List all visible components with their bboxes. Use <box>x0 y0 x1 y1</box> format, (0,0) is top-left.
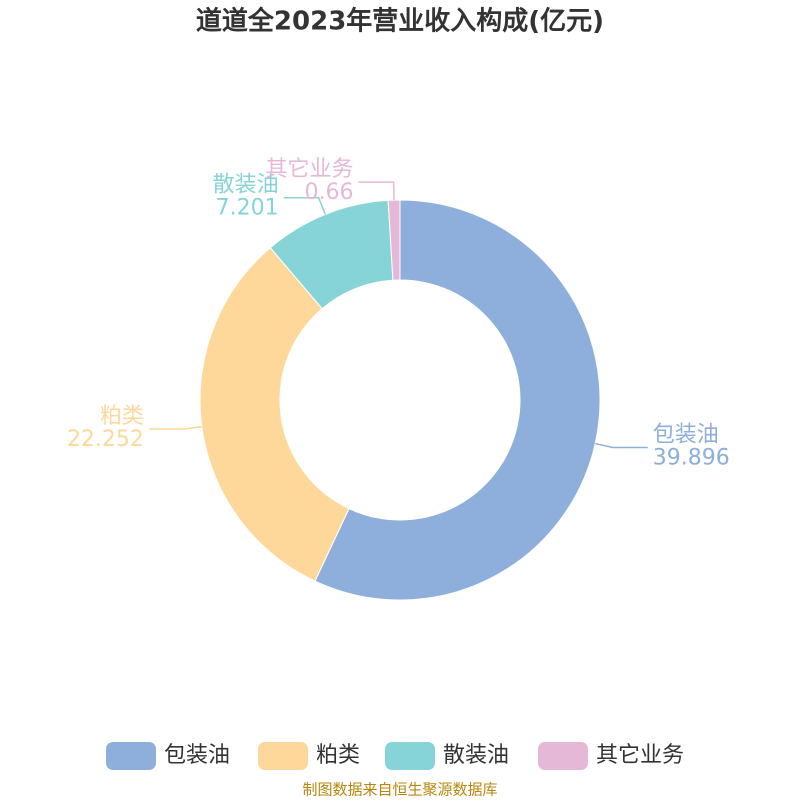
value-label: 22.252 <box>67 427 144 452</box>
leader-line <box>283 196 327 215</box>
leader-line <box>358 181 395 201</box>
leader-line <box>148 425 202 430</box>
legend-swatch <box>538 742 588 770</box>
legend-swatch <box>258 742 308 770</box>
leader-line <box>595 442 648 449</box>
legend-swatch <box>385 742 435 770</box>
value-label: 39.896 <box>653 445 730 470</box>
value-label: 0.66 <box>305 180 354 205</box>
slice <box>314 199 601 601</box>
slice-label: 散装油 <box>213 173 279 198</box>
source: 制图数据来自恒生聚源数据库 <box>302 781 497 799</box>
legend-label: 包装油 <box>164 743 230 768</box>
legend-label: 其它业务 <box>596 743 684 768</box>
chart-title: 道道全2023年营业收入构成(亿元) <box>196 6 604 37</box>
value-label: 7.201 <box>216 196 279 221</box>
legend-label: 粕类 <box>316 743 360 768</box>
legend-label: 散装油 <box>443 743 509 768</box>
slice-label: 其它业务 <box>266 157 354 182</box>
slice <box>199 247 350 582</box>
slice-label: 粕类 <box>100 404 144 429</box>
slice-label: 包装油 <box>653 422 719 447</box>
slice <box>387 199 401 281</box>
legend-swatch <box>106 742 156 770</box>
